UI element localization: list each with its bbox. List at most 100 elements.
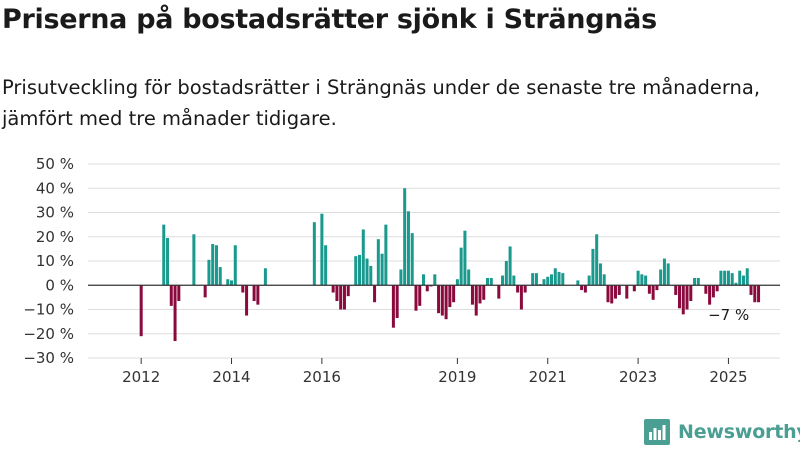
bar	[256, 285, 260, 305]
bars	[139, 188, 761, 342]
bar	[358, 254, 362, 286]
bar-chart: −30 % −20 % −10 % 0 % 10 % 20 % 30 % 40 % 50 % 20…	[23, 155, 780, 386]
bar	[644, 275, 648, 286]
bar	[203, 285, 207, 298]
bar	[463, 230, 467, 286]
bar	[591, 248, 595, 286]
bar	[602, 274, 606, 286]
bar	[489, 277, 493, 286]
bar	[632, 285, 636, 292]
bar	[662, 258, 666, 286]
bar	[531, 273, 535, 286]
brand-logo[interactable]: Newsworthy	[644, 419, 800, 445]
y-tick-label: 20 %	[36, 228, 74, 246]
bar	[726, 270, 730, 286]
bar	[749, 285, 753, 295]
bar	[538, 284, 542, 286]
bar	[583, 285, 587, 293]
bar	[512, 275, 516, 286]
bar	[226, 279, 230, 286]
chart-title: Priserna på bostadsrätter sjönk i Sträng…	[2, 4, 657, 35]
bar	[474, 285, 478, 316]
bar	[342, 285, 346, 310]
bar	[406, 211, 410, 286]
bar	[346, 285, 350, 297]
bar	[263, 268, 267, 286]
bar	[335, 285, 339, 302]
bar	[218, 267, 222, 286]
bar	[192, 234, 196, 286]
bar	[437, 285, 441, 314]
bar	[659, 269, 663, 286]
bar	[470, 285, 474, 305]
bar	[422, 274, 426, 286]
bar	[523, 285, 527, 293]
bar	[380, 253, 384, 286]
bar	[324, 245, 328, 286]
bar	[173, 285, 177, 342]
bar	[162, 224, 166, 286]
bar	[252, 285, 256, 302]
bar	[595, 234, 599, 286]
y-tick-label: −20 %	[23, 325, 74, 343]
bar	[647, 285, 651, 294]
bar	[519, 285, 523, 310]
bar	[696, 277, 700, 286]
bar	[418, 285, 422, 306]
bar	[587, 275, 591, 286]
bar	[504, 261, 508, 286]
bar	[361, 229, 365, 286]
bar	[580, 285, 584, 291]
bar	[617, 285, 621, 295]
y-tick-label: 10 %	[36, 252, 74, 270]
bar	[557, 271, 561, 286]
y-tick-label: 50 %	[36, 155, 74, 173]
y-tick-label: 0 %	[45, 276, 74, 294]
annotation-label: −7 %	[708, 306, 749, 324]
bar	[708, 285, 712, 305]
bar	[757, 285, 761, 303]
bar	[610, 285, 614, 304]
bar	[369, 265, 373, 286]
y-tick-label: 30 %	[36, 204, 74, 222]
bar	[207, 259, 211, 286]
bar	[312, 222, 316, 286]
x-tick-label: 2021	[529, 368, 567, 386]
bar	[546, 276, 550, 286]
bar	[139, 285, 143, 337]
bar	[433, 274, 437, 286]
bar	[681, 285, 685, 315]
bar	[501, 275, 505, 286]
bar	[233, 245, 237, 286]
bar	[516, 285, 520, 293]
bar	[331, 285, 335, 293]
bar	[169, 285, 173, 306]
y-tick-label: −10 %	[23, 301, 74, 319]
bar	[241, 285, 245, 293]
bar	[534, 273, 538, 286]
bar	[685, 285, 689, 310]
bar	[576, 280, 580, 286]
bar	[723, 270, 727, 286]
bar	[391, 285, 395, 328]
brand-name: Newsworthy	[678, 421, 800, 443]
bar	[467, 269, 471, 286]
bar	[693, 277, 697, 286]
bar	[365, 258, 369, 286]
y-tick-label: 40 %	[36, 179, 74, 197]
newsworthy-bar-chart-icon	[644, 419, 670, 445]
bar	[166, 237, 170, 286]
labels: −30 % −20 % −10 % 0 % 10 % 20 % 30 % 40 % 50 % 20…	[23, 155, 749, 386]
bar	[214, 245, 218, 286]
bar	[403, 188, 407, 286]
bar	[177, 285, 181, 302]
bar	[542, 279, 546, 286]
bar	[606, 285, 610, 303]
bar	[715, 285, 719, 292]
gridlines	[88, 163, 780, 359]
bar	[704, 285, 708, 294]
bar	[395, 285, 399, 318]
bar	[550, 274, 554, 286]
x-tick-label: 2012	[122, 368, 160, 386]
bar	[741, 275, 745, 286]
